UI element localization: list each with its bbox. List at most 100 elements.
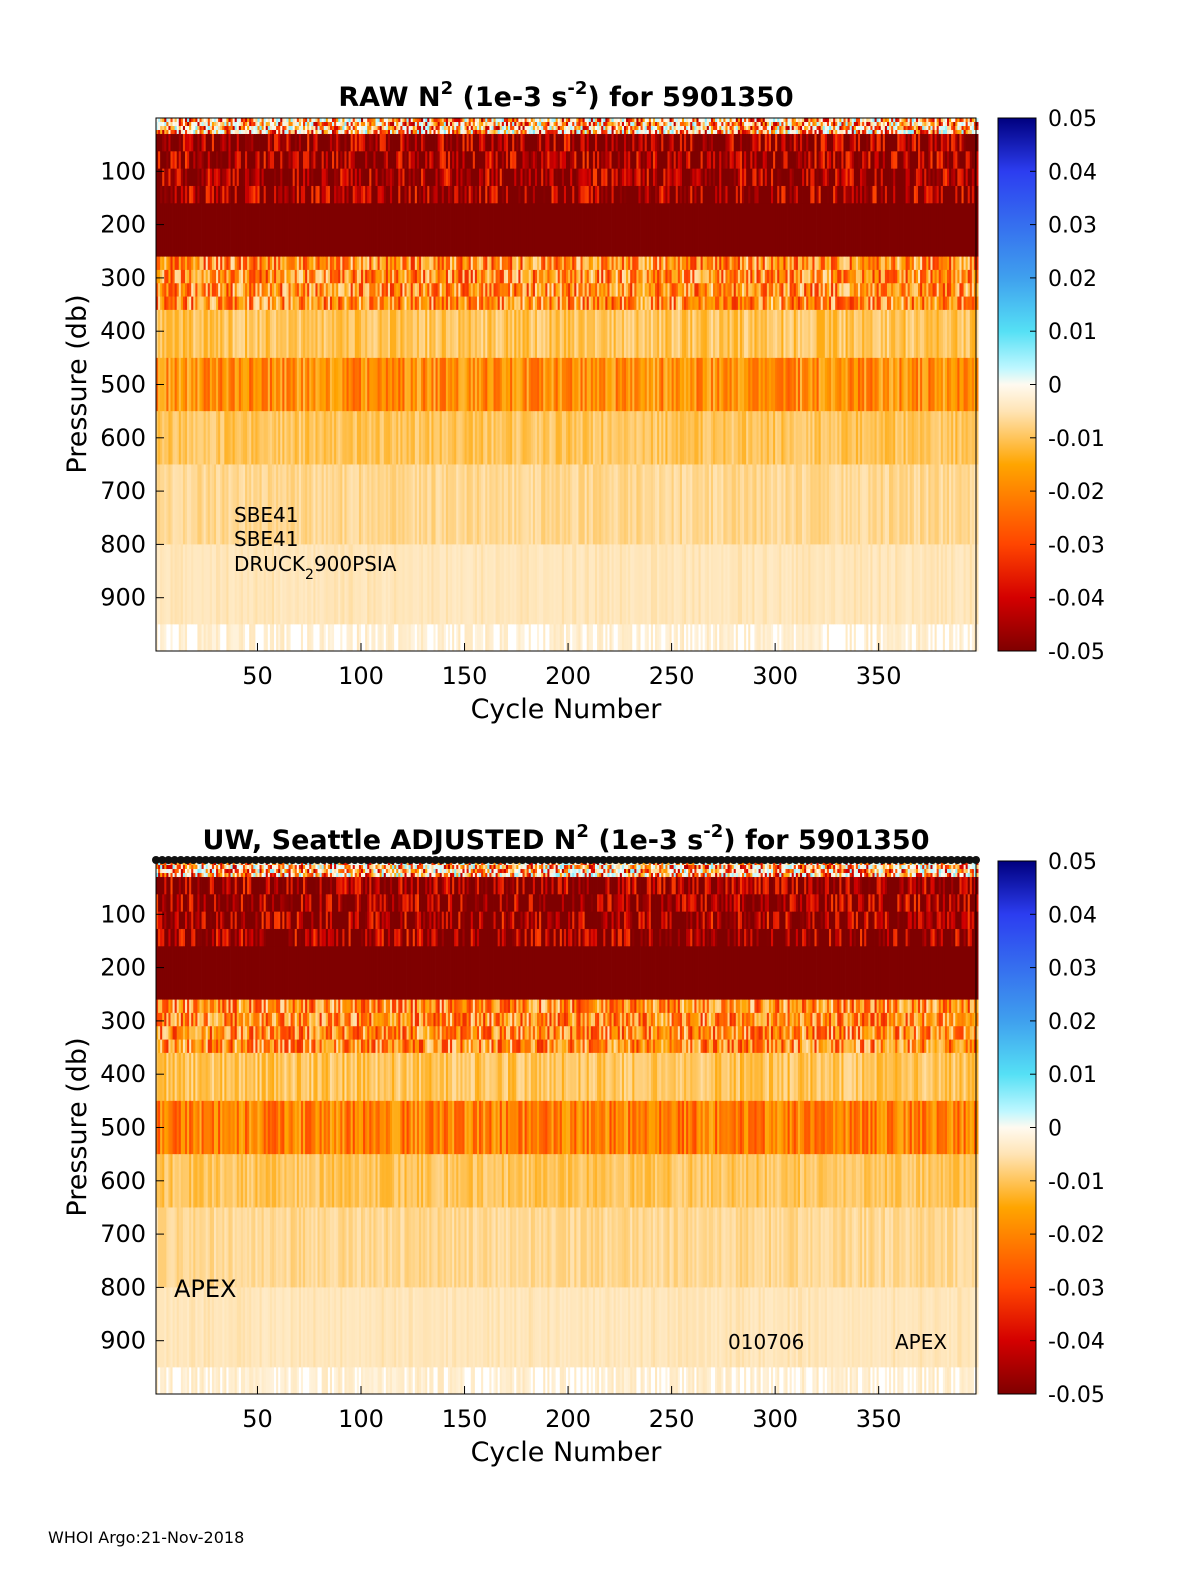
heatmap-cell: [543, 256, 546, 271]
heatmap-cell: [673, 118, 677, 123]
heatmap-cell: [336, 133, 339, 152]
heatmap-cell: [365, 118, 368, 123]
heatmap-cell: [657, 411, 660, 465]
heatmap-cell: [489, 309, 492, 359]
heatmap-cell: [597, 624, 600, 652]
heatmap-cell: [197, 269, 200, 284]
heatmap-cell: [207, 126, 211, 131]
heatmap-cell: [412, 269, 416, 284]
heatmap-cell: [350, 126, 354, 131]
heatmap-cell: [400, 203, 403, 257]
heatmap-cell: [377, 185, 381, 204]
heatmap-cell: [611, 411, 615, 465]
heatmap-cell: [433, 411, 436, 465]
heatmap-cell: [659, 544, 662, 625]
heatmap-cell: [692, 168, 695, 187]
heatmap-cell: [537, 464, 540, 545]
heatmap-cell: [584, 464, 588, 545]
heatmap-cell: [156, 151, 159, 170]
heatmap-cell: [242, 129, 246, 135]
heatmap-cell: [441, 151, 445, 170]
heatmap-cell: [524, 185, 528, 204]
heatmap-cell: [369, 185, 372, 204]
heatmap-cell: [510, 133, 513, 152]
heatmap-cell: [392, 133, 395, 152]
heatmap-cell: [412, 133, 416, 152]
heatmap-cell: [280, 203, 283, 257]
heatmap-cell: [669, 118, 673, 123]
heatmap-cell: [543, 624, 546, 652]
heatmap-cell: [617, 544, 621, 625]
heatmap-cell: [441, 126, 445, 131]
heatmap-cell: [404, 256, 407, 271]
heatmap-cell: [300, 411, 304, 465]
heatmap-cell: [532, 411, 536, 465]
heatmap-cell: [298, 151, 302, 170]
heatmap-cell: [249, 624, 252, 652]
heatmap-cell: [667, 118, 670, 123]
heatmap-cell: [679, 309, 683, 359]
heatmap-cell: [344, 269, 347, 284]
heatmap-cell: [425, 296, 428, 311]
heatmap-cell: [187, 256, 190, 271]
heatmap-cell: [514, 256, 517, 271]
heatmap-cell: [373, 464, 376, 545]
heatmap-cell: [404, 168, 407, 187]
heatmap-cell: [425, 464, 428, 545]
heatmap-cell: [412, 309, 416, 359]
heatmap-cell: [452, 126, 455, 131]
heatmap-cell: [253, 118, 256, 123]
heatmap-cell: [369, 357, 372, 412]
heatmap-cell: [493, 283, 496, 297]
heatmap-cell: [402, 118, 405, 123]
heatmap-cell: [423, 118, 426, 123]
heatmap-cell: [476, 309, 480, 359]
heatmap-cell: [468, 129, 472, 135]
heatmap-cell: [269, 122, 273, 127]
heatmap-cell: [646, 133, 650, 152]
heatmap-cell: [162, 126, 165, 131]
heatmap-cell: [338, 283, 341, 297]
heatmap-cell: [661, 185, 664, 204]
heatmap-cell: [242, 624, 246, 652]
heatmap-cell: [539, 118, 542, 123]
heatmap-cell: [677, 464, 681, 545]
heatmap-cell: [358, 624, 362, 652]
heatmap-cell: [470, 624, 474, 652]
heatmap-cell: [481, 357, 484, 412]
heatmap-cell: [621, 269, 625, 284]
heatmap-cell: [489, 129, 492, 135]
heatmap-cell: [205, 283, 209, 297]
heatmap-cell: [688, 122, 691, 127]
heatmap-cell: [630, 544, 633, 625]
heatmap-cell: [458, 357, 461, 412]
heatmap-cell: [667, 296, 670, 311]
heatmap-cell: [276, 133, 279, 152]
heatmap-cell: [201, 283, 205, 297]
heatmap-cell: [396, 309, 399, 359]
heatmap-cell: [543, 126, 546, 131]
heatmap-cell: [669, 283, 673, 297]
heatmap-cell: [601, 168, 604, 187]
heatmap-cell: [636, 122, 639, 127]
heatmap-cell: [512, 203, 515, 257]
heatmap-cell: [559, 168, 563, 187]
heatmap-cell: [644, 256, 648, 271]
heatmap-cell: [640, 357, 644, 412]
heatmap-cell: [526, 624, 530, 652]
heatmap-cell: [319, 269, 323, 284]
heatmap-cell: [479, 309, 482, 359]
heatmap-cell: [638, 168, 641, 187]
heatmap-cell: [584, 118, 588, 123]
heatmap-cell: [574, 151, 577, 170]
heatmap-cell: [278, 122, 281, 127]
heatmap-cell: [636, 185, 639, 204]
heatmap-cell: [387, 309, 391, 359]
heatmap-cell: [421, 309, 424, 359]
heatmap-cell: [292, 203, 296, 257]
heatmap-cell: [472, 357, 476, 412]
heatmap-cell: [423, 185, 426, 204]
heatmap-cell: [447, 129, 451, 135]
heatmap-cell: [553, 624, 557, 652]
heatmap-cell: [594, 544, 598, 625]
